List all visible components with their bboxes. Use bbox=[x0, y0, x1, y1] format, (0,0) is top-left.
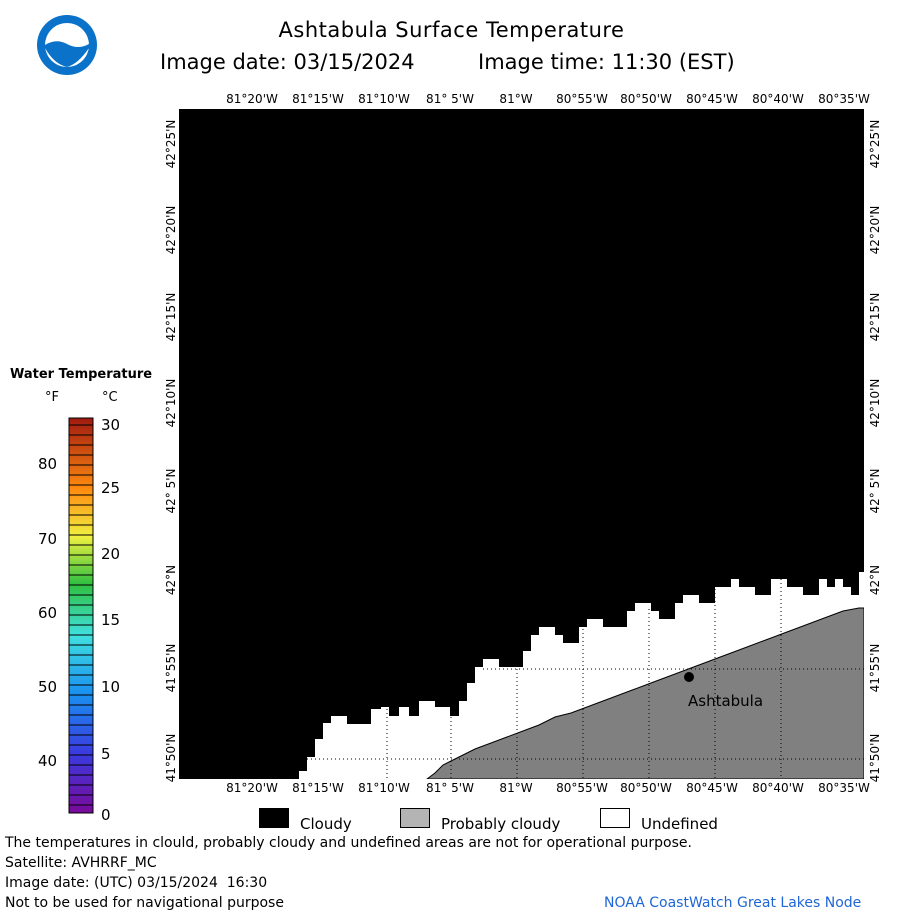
grid-lines bbox=[307, 579, 864, 779]
f-tick-label: 60 bbox=[38, 604, 58, 622]
lon-label: 81° 5'W bbox=[426, 92, 474, 106]
utc-date-text: Image date: (UTC) 03/15/2024 16:30 bbox=[5, 875, 268, 891]
lon-label: 80°45'W bbox=[686, 92, 738, 106]
lat-label: 42°10'N bbox=[868, 378, 882, 428]
map-title: Ashtabula Surface Temperature bbox=[278, 18, 625, 42]
lat-label: 42°N bbox=[164, 564, 178, 596]
map-panel[interactable]: Ashtabula bbox=[179, 109, 864, 779]
lon-label: 80°35'W bbox=[818, 92, 870, 106]
c-tick-label: 20 bbox=[101, 545, 121, 563]
lat-label: 42°20'N bbox=[868, 205, 882, 255]
lon-label: 80°55'W bbox=[556, 92, 608, 106]
lon-label: 80°50'W bbox=[620, 92, 672, 106]
probably-cloudy-label: Probably cloudy bbox=[441, 815, 561, 833]
f-tick-label: 50 bbox=[38, 678, 58, 696]
lon-label: 81°15'W bbox=[292, 92, 344, 106]
lat-label: 42°10'N bbox=[164, 378, 178, 428]
lon-label: 81° 5'W bbox=[426, 781, 474, 795]
lon-label: 80°55'W bbox=[556, 781, 608, 795]
operational-note: The temperatures in clould, probably clo… bbox=[5, 835, 692, 851]
lon-label: 80°50'W bbox=[620, 781, 672, 795]
cloudy-swatch bbox=[259, 808, 289, 828]
lat-label: 42°25'N bbox=[868, 119, 882, 169]
lon-label: 81°20'W bbox=[226, 781, 278, 795]
lat-label: 42° 5'N bbox=[164, 468, 178, 514]
lat-label: 41°50'N bbox=[868, 733, 882, 783]
ashtabula-label: Ashtabula bbox=[688, 692, 763, 710]
lon-label: 81°W bbox=[499, 92, 533, 106]
cloudy-label: Cloudy bbox=[300, 815, 352, 833]
lon-label: 81°20'W bbox=[226, 92, 278, 106]
shoreline bbox=[424, 604, 864, 777]
logo-text: NOAA bbox=[54, 27, 81, 37]
c-tick-label: 25 bbox=[101, 479, 121, 497]
color-scale bbox=[68, 417, 94, 814]
lat-label: 42°N bbox=[868, 564, 882, 596]
unit-c: °C bbox=[102, 390, 118, 405]
undefined-label: Undefined bbox=[641, 815, 718, 833]
land-area bbox=[426, 607, 864, 779]
lon-label: 81°W bbox=[499, 781, 533, 795]
c-tick-label: 10 bbox=[101, 678, 121, 696]
ashtabula-marker[interactable] bbox=[684, 672, 694, 682]
lat-label: 42°25'N bbox=[164, 119, 178, 169]
probably-cloudy-swatch bbox=[400, 808, 430, 828]
unit-f: °F bbox=[45, 390, 59, 405]
lon-label: 81°10'W bbox=[358, 92, 410, 106]
lon-label: 81°10'W bbox=[358, 781, 410, 795]
lat-label: 42°15'N bbox=[868, 292, 882, 342]
image-date: Image date: 03/15/2024 bbox=[160, 50, 415, 74]
lat-label: 42°20'N bbox=[164, 205, 178, 255]
image-time: Image time: 11:30 (EST) bbox=[478, 50, 735, 74]
lon-label: 80°45'W bbox=[686, 781, 738, 795]
lat-label: 41°55'N bbox=[868, 643, 882, 693]
c-tick-label: 5 bbox=[101, 745, 111, 763]
lon-label: 80°40'W bbox=[752, 92, 804, 106]
lon-label: 81°15'W bbox=[292, 781, 344, 795]
c-tick-label: 30 bbox=[101, 416, 121, 434]
legend-title: Water Temperature bbox=[10, 367, 153, 382]
lon-label: 80°40'W bbox=[752, 781, 804, 795]
noaa-logo: NOAA bbox=[37, 15, 97, 75]
f-tick-label: 70 bbox=[38, 530, 58, 548]
undefined-swatch bbox=[600, 808, 630, 828]
lat-label: 41°55'N bbox=[164, 643, 178, 693]
lat-label: 42°15'N bbox=[164, 292, 178, 342]
c-tick-label: 0 bbox=[101, 806, 111, 824]
f-tick-label: 40 bbox=[38, 752, 58, 770]
lat-label: 42° 5'N bbox=[868, 468, 882, 514]
lat-label: 41°50'N bbox=[164, 733, 178, 783]
satellite-text: Satellite: AVHRRF_MC bbox=[5, 855, 157, 871]
credit-link[interactable]: NOAA CoastWatch Great Lakes Node bbox=[604, 895, 862, 911]
c-tick-label: 15 bbox=[101, 611, 121, 629]
lon-label: 80°35'W bbox=[818, 781, 870, 795]
nav-warning: Not to be used for navigational purpose bbox=[5, 895, 284, 911]
f-tick-label: 80 bbox=[38, 455, 58, 473]
